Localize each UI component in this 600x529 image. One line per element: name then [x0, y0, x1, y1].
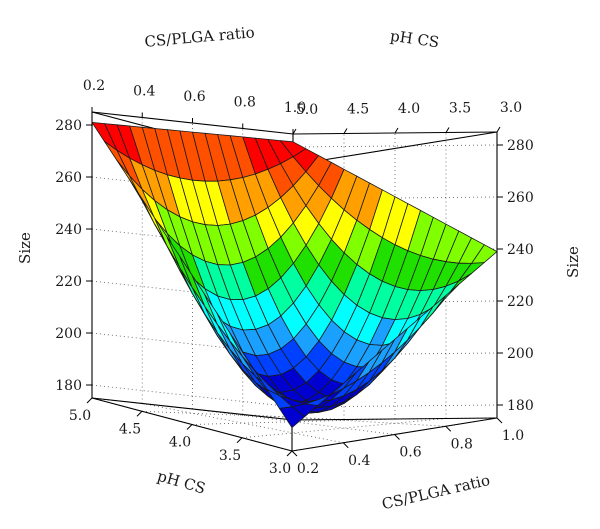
ph-tick-label-top: 4.0	[398, 101, 420, 117]
box-edge	[292, 417, 498, 421]
ph-tick-top	[394, 127, 399, 134]
ph-axis-title-top: pH CS	[389, 27, 440, 52]
z-tick-label-right: 240	[507, 242, 534, 258]
response-surface	[91, 122, 498, 429]
z-tick-label-left: 200	[55, 326, 82, 342]
ratio-tick-bottom	[445, 425, 452, 432]
ratio-axis-title-bottom: CS/PLGA ratio	[380, 471, 492, 513]
ph-tick-label-top: 4.5	[347, 102, 369, 118]
ph-tick-label-top: 3.5	[449, 101, 471, 117]
surface-facet	[279, 140, 307, 158]
ratio-tick-label-top: 0.6	[183, 89, 205, 105]
ratio-tick-label-bottom: 1.0	[502, 428, 524, 444]
ph-tick-bottom	[86, 397, 93, 404]
ph-tick-bottom	[186, 424, 193, 430]
ratio-tick-label-top: 1.0	[284, 100, 306, 116]
ph-tick-bottom	[236, 437, 243, 444]
ph-tick-label-bottom: 5.0	[69, 408, 91, 424]
ratio-tick-bottom	[342, 442, 349, 449]
ratio-tick-bottom	[496, 417, 503, 424]
ph-tick-bottom	[136, 410, 143, 417]
ratio-tick-bottom	[394, 434, 400, 440]
z-tick-label-right: 200	[507, 346, 534, 362]
z-axis-title-right: Size	[564, 246, 582, 278]
ph-tick-top	[343, 128, 348, 134]
z-tick-label-left: 240	[55, 222, 82, 238]
ratio-tick-label-bottom: 0.2	[297, 461, 319, 477]
ph-tick-label-bottom: 4.0	[169, 435, 191, 451]
ph-axis-title-bottom: pH CS	[155, 467, 207, 498]
ratio-tick-label-top: 0.2	[83, 78, 105, 94]
z-tick-label-right: 260	[507, 190, 534, 206]
ratio-axis-title-top: CS/PLGA ratio	[144, 23, 256, 51]
ratio-tick-label-bottom: 0.4	[348, 453, 370, 469]
z-tick-label-left: 180	[55, 378, 82, 394]
ph-tick-label-bottom: 4.5	[119, 421, 141, 437]
box-edge	[91, 397, 294, 421]
grid-line	[91, 384, 294, 408]
z-tick-label-left: 260	[55, 170, 82, 186]
grid-line	[141, 410, 345, 420]
ph-tick-label-top: 3.0	[500, 100, 522, 116]
ratio-tick-label-bottom: 0.6	[399, 445, 421, 461]
ratio-tick-bottom	[291, 450, 298, 457]
ph-tick-bottom	[286, 450, 293, 457]
ratio-tick-label-top: 0.4	[133, 84, 155, 100]
ph-tick-label-top: 5.0	[296, 102, 318, 118]
surface-facet	[279, 406, 306, 429]
ratio-tick-label-bottom: 0.8	[451, 436, 473, 452]
ph-tick-label-bottom: 3.5	[219, 448, 241, 464]
ph-tick-top	[496, 126, 501, 133]
axis-ticks	[86, 107, 503, 457]
z-tick-label-right: 180	[507, 398, 534, 414]
z-tick-label-right: 280	[507, 138, 534, 154]
z-tick-label-right: 220	[507, 294, 534, 310]
ph-tick-label-bottom: 3.0	[269, 461, 291, 477]
ph-tick-top	[445, 127, 450, 133]
z-tick-label-left: 220	[55, 274, 82, 290]
ratio-tick-label-top: 0.8	[234, 95, 256, 111]
z-axis-title-left: Size	[16, 232, 34, 264]
ph-tick-top	[292, 128, 297, 135]
z-tick-label-left: 280	[55, 118, 82, 134]
